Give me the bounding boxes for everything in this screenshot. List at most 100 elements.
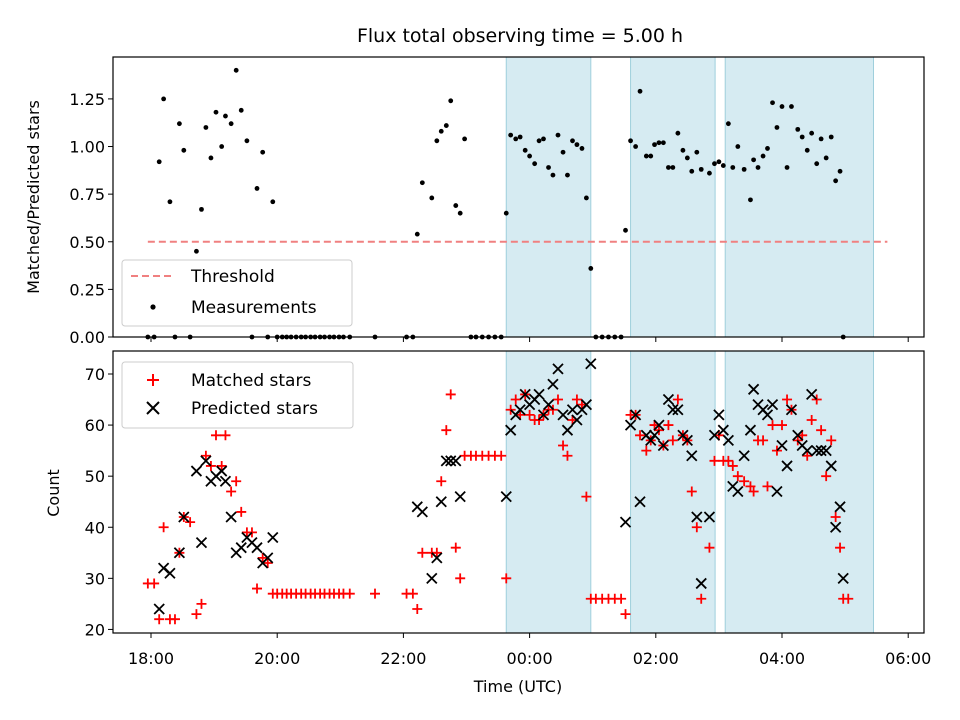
chart-title: Flux total observing time = 5.00 h (357, 25, 683, 47)
measurement-point (730, 165, 736, 170)
y-tick-label: 1.00 (69, 138, 105, 157)
x-tick-label: 06:00 (885, 649, 931, 668)
predicted-point (662, 393, 675, 406)
matched-point (220, 430, 231, 441)
matched-point (830, 512, 841, 523)
measurement-point (233, 67, 239, 73)
matched-point (806, 414, 817, 425)
measurement-point (623, 227, 628, 233)
predicted-point (552, 363, 564, 375)
matched-point (581, 491, 592, 502)
y-tick-label: 20 (85, 620, 105, 639)
predicted-point (426, 572, 438, 584)
matched-point (231, 476, 242, 487)
predicted-point (738, 450, 750, 462)
predicted-point (672, 404, 684, 416)
matched-point (562, 450, 573, 461)
predicted-point (547, 378, 559, 390)
y-tick-label: 30 (85, 569, 105, 588)
y-tick-label: 50 (85, 467, 105, 486)
measurement-point (698, 166, 704, 172)
measurement-point (429, 195, 435, 201)
matched-point (816, 425, 827, 436)
measurement-point (779, 104, 785, 109)
predicted-point (542, 399, 555, 411)
observing-window (505, 350, 592, 634)
measurement-point (823, 155, 829, 161)
measurement-point (419, 180, 425, 186)
matched-point (835, 542, 846, 553)
matched-point (496, 450, 507, 461)
matched-point (620, 609, 631, 620)
matched-point (723, 455, 734, 466)
matched-point (745, 481, 756, 492)
predicted-point (164, 567, 176, 579)
observing-window (505, 56, 592, 338)
matched-point (505, 404, 516, 415)
measurement-point (712, 161, 717, 167)
measurement-point (760, 153, 766, 159)
measurement-point (680, 147, 686, 153)
measurement-point (541, 136, 546, 142)
measurement-point (434, 138, 440, 144)
predicted-point (416, 506, 428, 518)
measurement-point (560, 149, 566, 155)
matched-point (672, 394, 683, 405)
y-tick-label: 60 (85, 416, 105, 435)
measurement-point (583, 195, 589, 201)
x-tick-label: 22:00 (380, 649, 426, 668)
measurement-point (670, 165, 676, 170)
measurement-point (536, 138, 542, 144)
predicted-point (533, 388, 545, 401)
predicted-point (667, 404, 679, 416)
bottom-legend: Matched stars Predicted stars (121, 361, 354, 429)
predicted-point (732, 485, 744, 498)
matched-point (431, 547, 442, 558)
matched-point (748, 486, 759, 497)
matched-point (843, 593, 854, 604)
predicted-point (235, 542, 247, 554)
predicted-point (514, 404, 526, 416)
predicted-point (829, 521, 842, 533)
predicted-point (500, 490, 512, 503)
predicted-point (717, 424, 729, 436)
predicted-point (686, 450, 698, 462)
measurement-point (508, 132, 514, 138)
predicted-point (806, 388, 818, 401)
predicted-point (585, 358, 597, 370)
measurement-point (689, 168, 695, 174)
matched-point (777, 420, 787, 431)
predicted-point (837, 572, 849, 584)
predicted-point (820, 444, 832, 457)
predicted-point (262, 552, 274, 564)
measurements-legend-swatch (150, 304, 156, 310)
bottom-plot-area (142, 358, 854, 625)
bottom-legend-box (121, 361, 354, 429)
predicted-point (435, 496, 447, 508)
predicted-point (624, 419, 637, 431)
matched-point (709, 455, 720, 466)
matched-point (246, 527, 257, 538)
top-y-axis-label: Matched/Predicted stars (24, 100, 43, 294)
matched-point (732, 471, 743, 482)
matched-point (782, 394, 793, 405)
measurement-point (574, 142, 580, 148)
matched-point (441, 425, 452, 436)
matched-point (762, 481, 773, 492)
predicted-point (153, 603, 165, 615)
measurement-point (814, 161, 820, 167)
predicted-point (657, 439, 670, 452)
matched-point (436, 476, 447, 487)
top-y-axis: 0.00 0.25 0.50 0.75 1.00 1.25 (69, 90, 113, 347)
predicted-point (825, 460, 837, 472)
measurement-point (716, 159, 722, 165)
matched-point (767, 420, 778, 431)
matched-point (826, 435, 837, 446)
predicted-point (216, 465, 228, 477)
predicted-point (713, 409, 725, 421)
predicted-point (195, 536, 208, 549)
measurement-point (527, 153, 532, 159)
predicted-legend-swatch (146, 401, 160, 415)
measurement-point (751, 157, 757, 163)
measurement-point (588, 266, 594, 271)
